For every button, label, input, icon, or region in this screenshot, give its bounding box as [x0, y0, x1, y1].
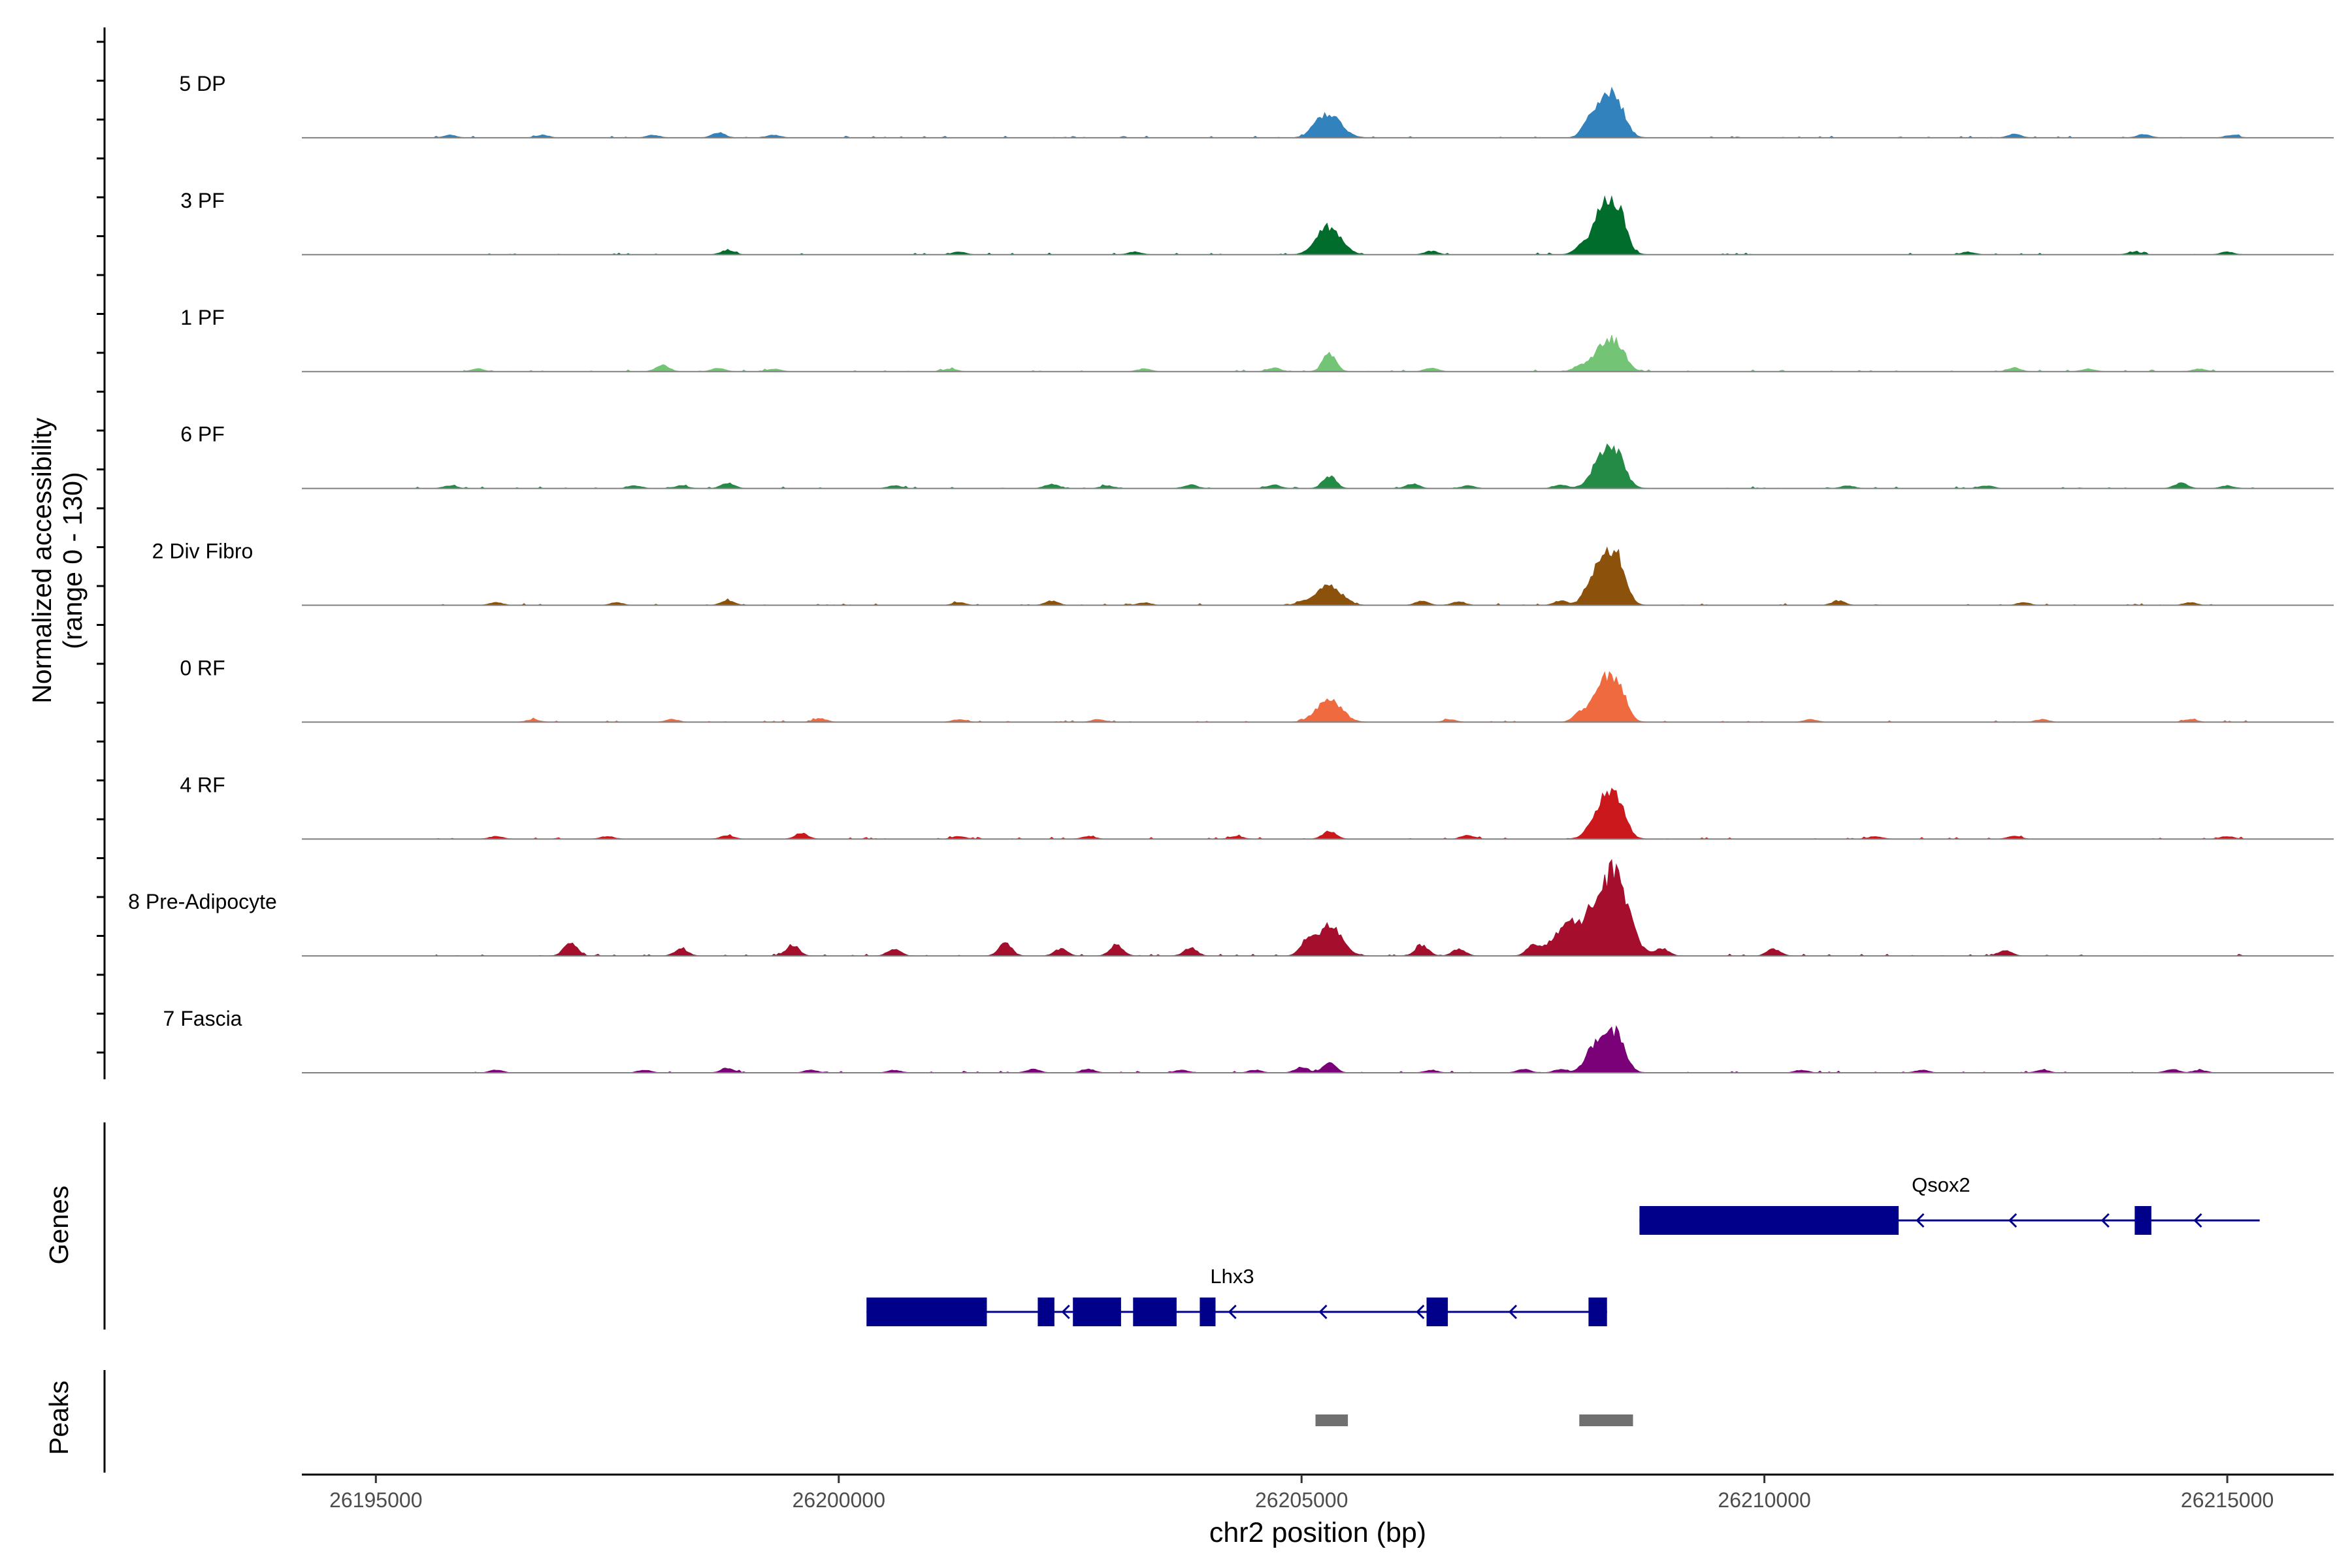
coverage-track-area	[435, 858, 2255, 956]
coverage-track-label: 8 Pre-Adipocyte	[128, 890, 277, 913]
coverage-track-area	[463, 335, 2255, 372]
gene-strand-arrow	[1318, 1304, 1328, 1320]
x-axis-tick-label: 26205000	[1255, 1488, 1348, 1512]
gene-exon	[1426, 1298, 1448, 1326]
coverage-track-label: 6 PF	[180, 423, 225, 446]
coverage-track-area	[408, 443, 2255, 489]
genes-panel: Qsox2 Lhx3	[103, 1122, 2260, 1330]
gene-strand-arrow	[2193, 1213, 2202, 1228]
coverage-panel: 5 DP 3 PF 1 PF 6 PF 2 Div Fibro 0 RF 4 RF 8 Pre…	[97, 27, 2334, 1079]
coverage-track-area	[408, 787, 2255, 840]
coverage-track-label: 7 Fascia	[163, 1007, 242, 1030]
gene-exon	[1639, 1206, 1899, 1235]
coverage-track-area	[436, 195, 2255, 255]
gene-strand-arrow	[1061, 1304, 1070, 1320]
coverage-y-axis-range-label: (range 0 - 130)	[57, 472, 88, 649]
gene-strand-arrow	[1916, 1213, 1925, 1228]
x-axis-label: chr2 position (bp)	[1209, 1517, 1426, 1548]
genes-panel-label: Genes	[44, 1186, 74, 1265]
coverage-y-axis-label: Normalized accessibility	[27, 417, 57, 704]
gene-strand-arrow	[1228, 1304, 1237, 1320]
x-axis: 26195000 26200000 26205000 26210000 26215000	[302, 1473, 2334, 1512]
coverage-track-label: 3 PF	[180, 189, 225, 212]
x-axis-tick-label: 26210000	[1718, 1488, 1810, 1512]
coverage-track-label: 2 Div Fibro	[152, 540, 253, 563]
gene-strand-arrow	[2008, 1213, 2017, 1228]
coverage-track-label: 1 PF	[180, 306, 225, 329]
x-axis-tick-label: 26215000	[2181, 1488, 2274, 1512]
gene-exon	[1200, 1298, 1216, 1326]
gene-strand-arrow	[1416, 1304, 1425, 1320]
gene-exon	[1073, 1298, 1121, 1326]
gene-exon	[1133, 1298, 1177, 1326]
coverage-track-label: 5 DP	[179, 72, 225, 95]
peaks-panel	[103, 1370, 1633, 1473]
gene-strand-arrow	[2100, 1213, 2110, 1228]
gene-exon	[866, 1298, 987, 1326]
gene-name-label: Qsox2	[1912, 1173, 1970, 1196]
gene-exon	[2134, 1206, 2151, 1235]
peak-region	[1579, 1414, 1633, 1426]
gene-strand-arrow	[1508, 1304, 1518, 1320]
gene-name-label: Lhx3	[1210, 1265, 1254, 1288]
gene-exon	[1588, 1298, 1607, 1326]
coverage-track-area	[463, 671, 2255, 723]
gene-exon	[1037, 1298, 1054, 1326]
coverage-track-area	[436, 546, 2255, 606]
peak-region	[1315, 1414, 1348, 1426]
x-axis-tick-label: 26200000	[792, 1488, 885, 1512]
x-axis-tick-label: 26195000	[329, 1488, 422, 1512]
coverage-track-label: 4 RF	[180, 773, 225, 796]
coverage-track-label: 0 RF	[180, 656, 225, 679]
coverage-track-area	[463, 1025, 2255, 1073]
peaks-panel-label: Peaks	[44, 1380, 74, 1455]
coverage-track-area	[408, 86, 2255, 139]
